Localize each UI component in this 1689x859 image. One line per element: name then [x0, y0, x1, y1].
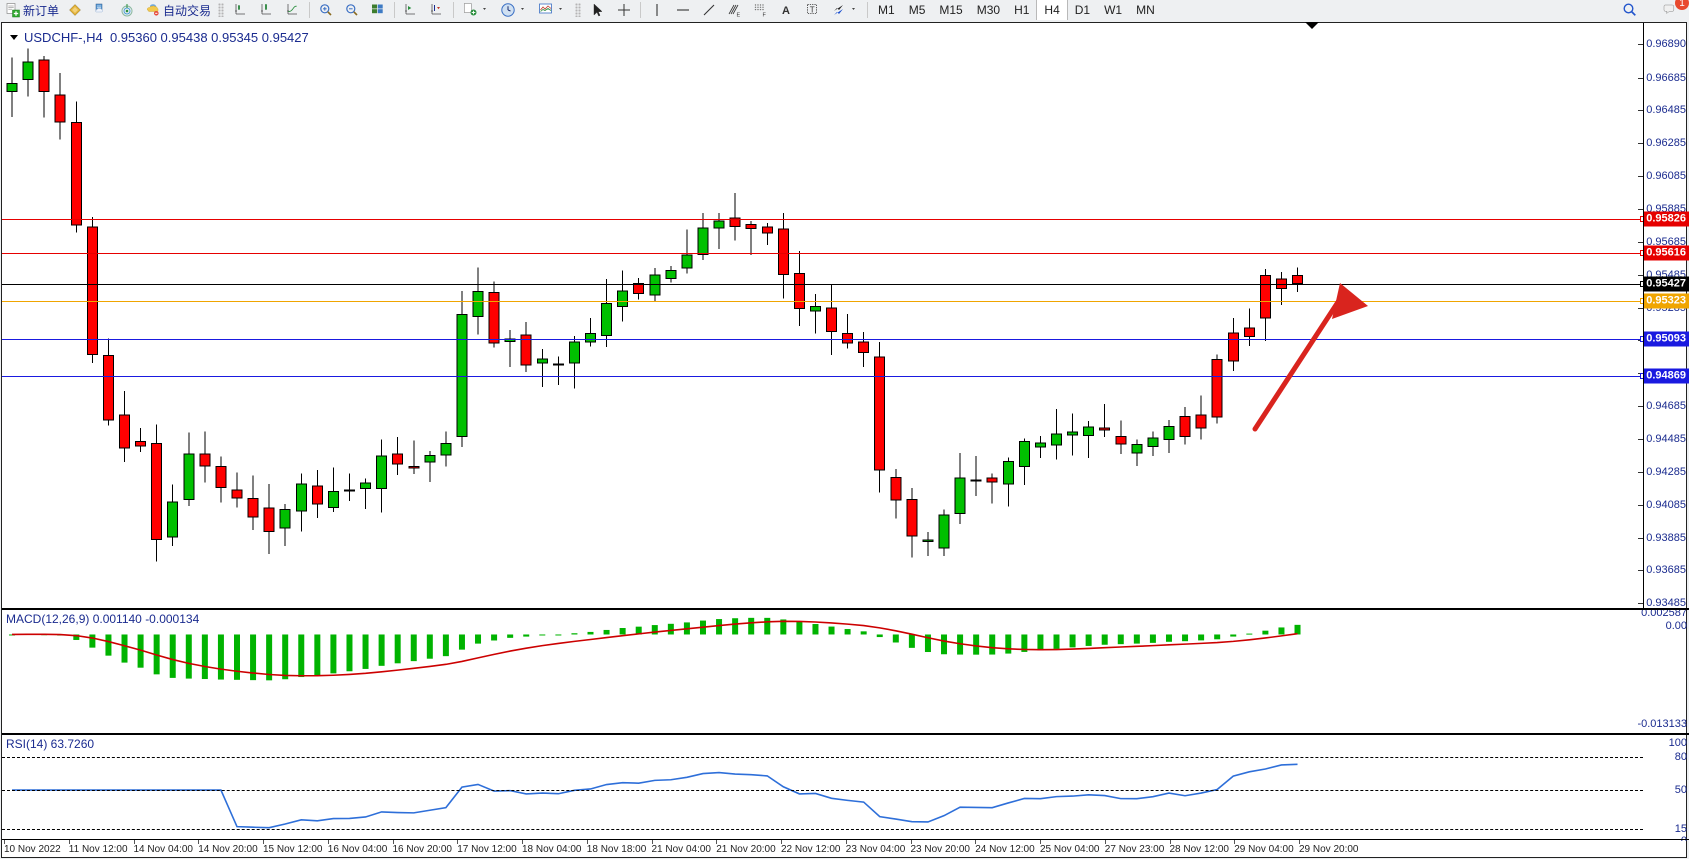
svg-text:F: F — [763, 13, 767, 19]
svg-text:T: T — [810, 5, 815, 14]
svg-text:A: A — [782, 5, 790, 17]
svg-text:E: E — [737, 13, 741, 19]
